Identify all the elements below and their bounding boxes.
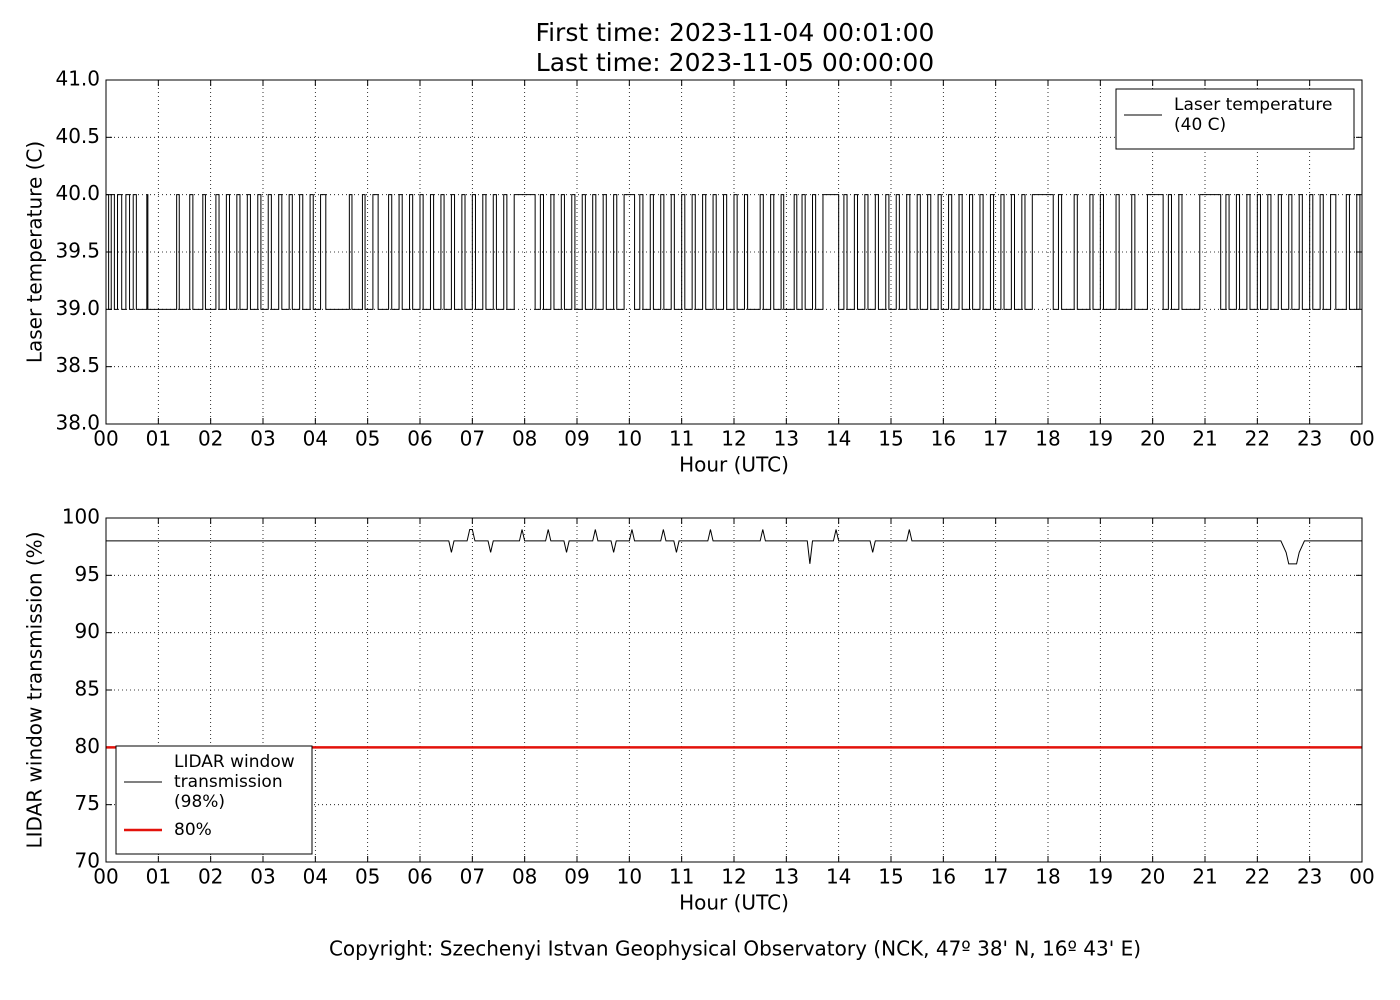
- x-tick-label: 05: [355, 427, 380, 451]
- x-tick-label: 10: [617, 427, 642, 451]
- x-tick-label: 02: [198, 427, 223, 451]
- x-tick-label: 14: [826, 865, 851, 889]
- footer: Copyright: Szechenyi Istvan Geophysical …: [329, 937, 1141, 961]
- x-tick-label: 09: [564, 865, 589, 889]
- x-tick-label: 15: [878, 427, 903, 451]
- x-tick-label: 04: [303, 865, 328, 889]
- x-tick-label: 02: [198, 865, 223, 889]
- x-tick-label: 11: [669, 865, 694, 889]
- y-tick-label: 40.5: [55, 124, 100, 148]
- x-tick-label: 19: [1088, 427, 1113, 451]
- y-axis-label: LIDAR window transmission (%): [23, 532, 47, 849]
- y-tick-label: 39.5: [55, 239, 100, 263]
- y-tick-label: 39.0: [55, 296, 100, 320]
- legend-box: [115, 745, 313, 855]
- y-axis-label: Laser temperature (C): [23, 141, 47, 363]
- x-tick-label: 00: [93, 427, 118, 451]
- x-tick-label: 15: [878, 865, 903, 889]
- legend-box: [1115, 88, 1355, 150]
- x-tick-label: 22: [1245, 427, 1270, 451]
- x-axis-label: Hour (UTC): [679, 453, 789, 477]
- x-tick-label: 01: [146, 427, 171, 451]
- x-tick-label: 01: [146, 865, 171, 889]
- x-tick-label: 00: [1349, 865, 1374, 889]
- x-tick-label: 17: [983, 427, 1008, 451]
- x-tick-label: 08: [512, 865, 537, 889]
- y-tick-label: 38.0: [55, 411, 100, 435]
- y-tick-label: 85: [75, 677, 100, 701]
- x-tick-label: 00: [93, 865, 118, 889]
- x-tick-label: 12: [721, 427, 746, 451]
- y-tick-label: 70: [75, 849, 100, 873]
- x-tick-label: 13: [774, 865, 799, 889]
- x-tick-label: 16: [931, 427, 956, 451]
- x-tick-label: 10: [617, 865, 642, 889]
- x-tick-label: 16: [931, 865, 956, 889]
- x-tick-label: 07: [460, 865, 485, 889]
- x-tick-label: 06: [407, 865, 432, 889]
- x-tick-label: 23: [1297, 427, 1322, 451]
- x-tick-label: 03: [250, 427, 275, 451]
- x-tick-label: 09: [564, 427, 589, 451]
- x-tick-label: 06: [407, 427, 432, 451]
- x-tick-label: 04: [303, 427, 328, 451]
- plot-frame: [105, 517, 1363, 863]
- x-tick-label: 03: [250, 865, 275, 889]
- y-tick-label: 90: [75, 619, 100, 643]
- y-tick-label: 95: [75, 562, 100, 586]
- x-tick-label: 11: [669, 427, 694, 451]
- y-tick-label: 100: [62, 505, 100, 529]
- x-tick-label: 20: [1140, 865, 1165, 889]
- y-tick-label: 75: [75, 791, 100, 815]
- y-tick-label: 80: [75, 734, 100, 758]
- x-tick-label: 13: [774, 427, 799, 451]
- x-tick-label: 07: [460, 427, 485, 451]
- y-tick-label: 38.5: [55, 353, 100, 377]
- y-tick-label: 40.0: [55, 181, 100, 205]
- title-last: Last time: 2023-11-05 00:00:00: [536, 48, 934, 77]
- x-tick-label: 00: [1349, 427, 1374, 451]
- x-tick-label: 21: [1192, 865, 1217, 889]
- x-tick-label: 23: [1297, 865, 1322, 889]
- title-first: First time: 2023-11-04 00:01:00: [536, 18, 935, 47]
- x-tick-label: 20: [1140, 427, 1165, 451]
- x-tick-label: 18: [1035, 865, 1060, 889]
- y-tick-label: 41.0: [55, 67, 100, 91]
- x-tick-label: 08: [512, 427, 537, 451]
- x-tick-label: 22: [1245, 865, 1270, 889]
- series-line: [106, 194, 1361, 310]
- legend-label: LIDAR window transmission (98%): [174, 752, 295, 812]
- x-tick-label: 21: [1192, 427, 1217, 451]
- legend-label: Laser temperature (40 C): [1174, 95, 1332, 135]
- x-tick-label: 17: [983, 865, 1008, 889]
- x-tick-label: 19: [1088, 865, 1113, 889]
- series-line: [106, 528, 1362, 565]
- x-tick-label: 12: [721, 865, 746, 889]
- plot-frame: [105, 79, 1363, 425]
- x-tick-label: 14: [826, 427, 851, 451]
- x-tick-label: 18: [1035, 427, 1060, 451]
- x-tick-label: 05: [355, 865, 380, 889]
- x-axis-label: Hour (UTC): [679, 891, 789, 915]
- legend-label: 80%: [174, 820, 212, 840]
